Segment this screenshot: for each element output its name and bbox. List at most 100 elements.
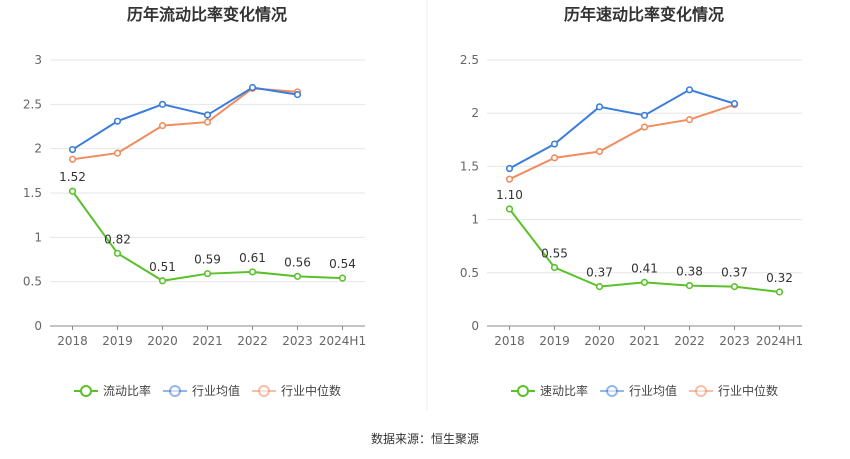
data-point[interactable] xyxy=(68,155,77,163)
data-label: 0.38 xyxy=(676,265,703,279)
data-label: 0.56 xyxy=(284,255,311,269)
chart-2: 历年速动比率变化情况 0 0.5 1 1.5 2 2.5 2018 2019 2020 2021 20… xyxy=(460,5,803,398)
legend-item[interactable]: 行业中位数 xyxy=(252,383,341,398)
legend-marker-icon xyxy=(80,385,92,397)
legend-label: 行业中位数 xyxy=(281,383,341,398)
legend-item[interactable]: 行业均值 xyxy=(600,383,677,398)
y-tick-label: 2.5 xyxy=(460,53,479,67)
series-行业中位数 xyxy=(505,101,739,183)
y-tick-label: 1.5 xyxy=(460,159,479,173)
data-point[interactable] xyxy=(203,111,212,119)
x-tick-label: 2023 xyxy=(719,334,750,348)
data-point[interactable] xyxy=(505,164,514,173)
series-line xyxy=(509,103,735,181)
data-point[interactable] xyxy=(640,123,649,131)
data-point[interactable] xyxy=(68,145,77,154)
data-point[interactable] xyxy=(158,122,167,130)
data-source: 数据来源：恒生聚源 xyxy=(370,432,479,446)
data-label: 0.59 xyxy=(194,253,221,267)
data-point[interactable] xyxy=(505,205,514,213)
data-point[interactable] xyxy=(338,274,347,282)
data-point[interactable] xyxy=(775,288,784,296)
legend-item[interactable]: 速动比率 xyxy=(511,383,588,398)
data-point[interactable] xyxy=(248,268,257,276)
data-point[interactable] xyxy=(248,83,257,92)
series-行业均值 xyxy=(505,86,739,173)
y-tick-label: 0.5 xyxy=(23,275,42,289)
data-label: 0.55 xyxy=(541,246,568,260)
data-label: 0.37 xyxy=(586,266,613,280)
data-point[interactable] xyxy=(550,140,559,148)
legend-marker-icon xyxy=(258,385,270,397)
data-label: 0.54 xyxy=(329,257,356,271)
y-tick-label: 2.5 xyxy=(23,97,42,111)
x-tick-label: 2019 xyxy=(102,334,133,348)
data-label: 0.61 xyxy=(239,251,266,265)
data-point[interactable] xyxy=(640,278,649,286)
data-point[interactable] xyxy=(595,147,604,156)
series-速动比率: 1.10 0.55 0.37 0.41 0.38 0.37 0.32 xyxy=(496,188,793,296)
data-point[interactable] xyxy=(113,249,122,257)
legend-marker-icon xyxy=(169,385,181,397)
x-tick-label: 2023 xyxy=(282,334,313,348)
data-point[interactable] xyxy=(595,103,604,111)
x-tick-label: 2021 xyxy=(629,334,660,348)
data-point[interactable] xyxy=(550,263,559,272)
x-tick-label: 2019 xyxy=(539,334,570,348)
data-label: 0.41 xyxy=(631,261,658,275)
y-tick-label: 0.5 xyxy=(460,266,479,280)
y-tick-label: 2 xyxy=(34,142,42,156)
x-tick-label: 2024H1 xyxy=(756,334,803,348)
legend-item[interactable]: 行业均值 xyxy=(163,383,240,398)
data-point[interactable] xyxy=(730,100,739,108)
data-point[interactable] xyxy=(293,90,302,99)
x-tick-label: 2022 xyxy=(674,334,705,348)
data-point[interactable] xyxy=(595,283,604,291)
y-tick-label: 2 xyxy=(471,106,479,120)
legend-label: 行业均值 xyxy=(629,383,677,398)
data-point[interactable] xyxy=(203,270,212,278)
series-line xyxy=(71,86,298,151)
data-label: 0.82 xyxy=(104,232,131,246)
chart-title: 历年流动比率变化情况 xyxy=(127,5,287,24)
x-tick-label: 2020 xyxy=(147,334,178,348)
legend-marker-icon xyxy=(695,385,707,397)
y-tick-label: 1 xyxy=(471,213,479,227)
legend-label: 流动比率 xyxy=(103,383,151,398)
chart-title: 历年速动比率变化情况 xyxy=(564,5,724,24)
series-流动比率: 1.52 0.82 0.51 0.59 0.61 0.56 0.54 xyxy=(59,170,356,285)
y-tick-label: 3 xyxy=(34,53,42,67)
data-point[interactable] xyxy=(158,100,167,108)
data-point[interactable] xyxy=(158,277,167,285)
data-point[interactable] xyxy=(68,187,77,195)
data-point[interactable] xyxy=(113,149,122,157)
x-tick-label: 2022 xyxy=(237,334,268,348)
series-行业均值 xyxy=(68,83,302,154)
data-point[interactable] xyxy=(293,272,302,280)
data-point[interactable] xyxy=(685,115,694,124)
x-tick-label: 2020 xyxy=(584,334,615,348)
series-line xyxy=(509,88,735,170)
data-point[interactable] xyxy=(685,281,694,290)
legend-marker-icon xyxy=(517,385,529,397)
legend-item[interactable]: 流动比率 xyxy=(74,383,151,398)
data-point[interactable] xyxy=(505,175,514,183)
data-label: 0.32 xyxy=(766,271,793,285)
data-point[interactable] xyxy=(640,111,649,119)
data-label: 0.51 xyxy=(149,260,176,274)
data-label: 0.37 xyxy=(721,266,748,280)
y-tick-label: 1.5 xyxy=(23,186,42,200)
data-point[interactable] xyxy=(203,118,212,126)
data-point[interactable] xyxy=(550,154,559,162)
data-point[interactable] xyxy=(113,117,122,125)
data-point[interactable] xyxy=(730,283,739,291)
legend-label: 行业中位数 xyxy=(718,383,778,398)
x-tick-label: 2024H1 xyxy=(319,334,366,348)
data-point[interactable] xyxy=(685,86,694,94)
legend-label: 行业均值 xyxy=(192,383,240,398)
data-label: 1.10 xyxy=(496,188,523,202)
y-tick-label: 0 xyxy=(471,319,479,333)
legend-item[interactable]: 行业中位数 xyxy=(689,383,778,398)
x-tick-label: 2018 xyxy=(57,334,88,348)
